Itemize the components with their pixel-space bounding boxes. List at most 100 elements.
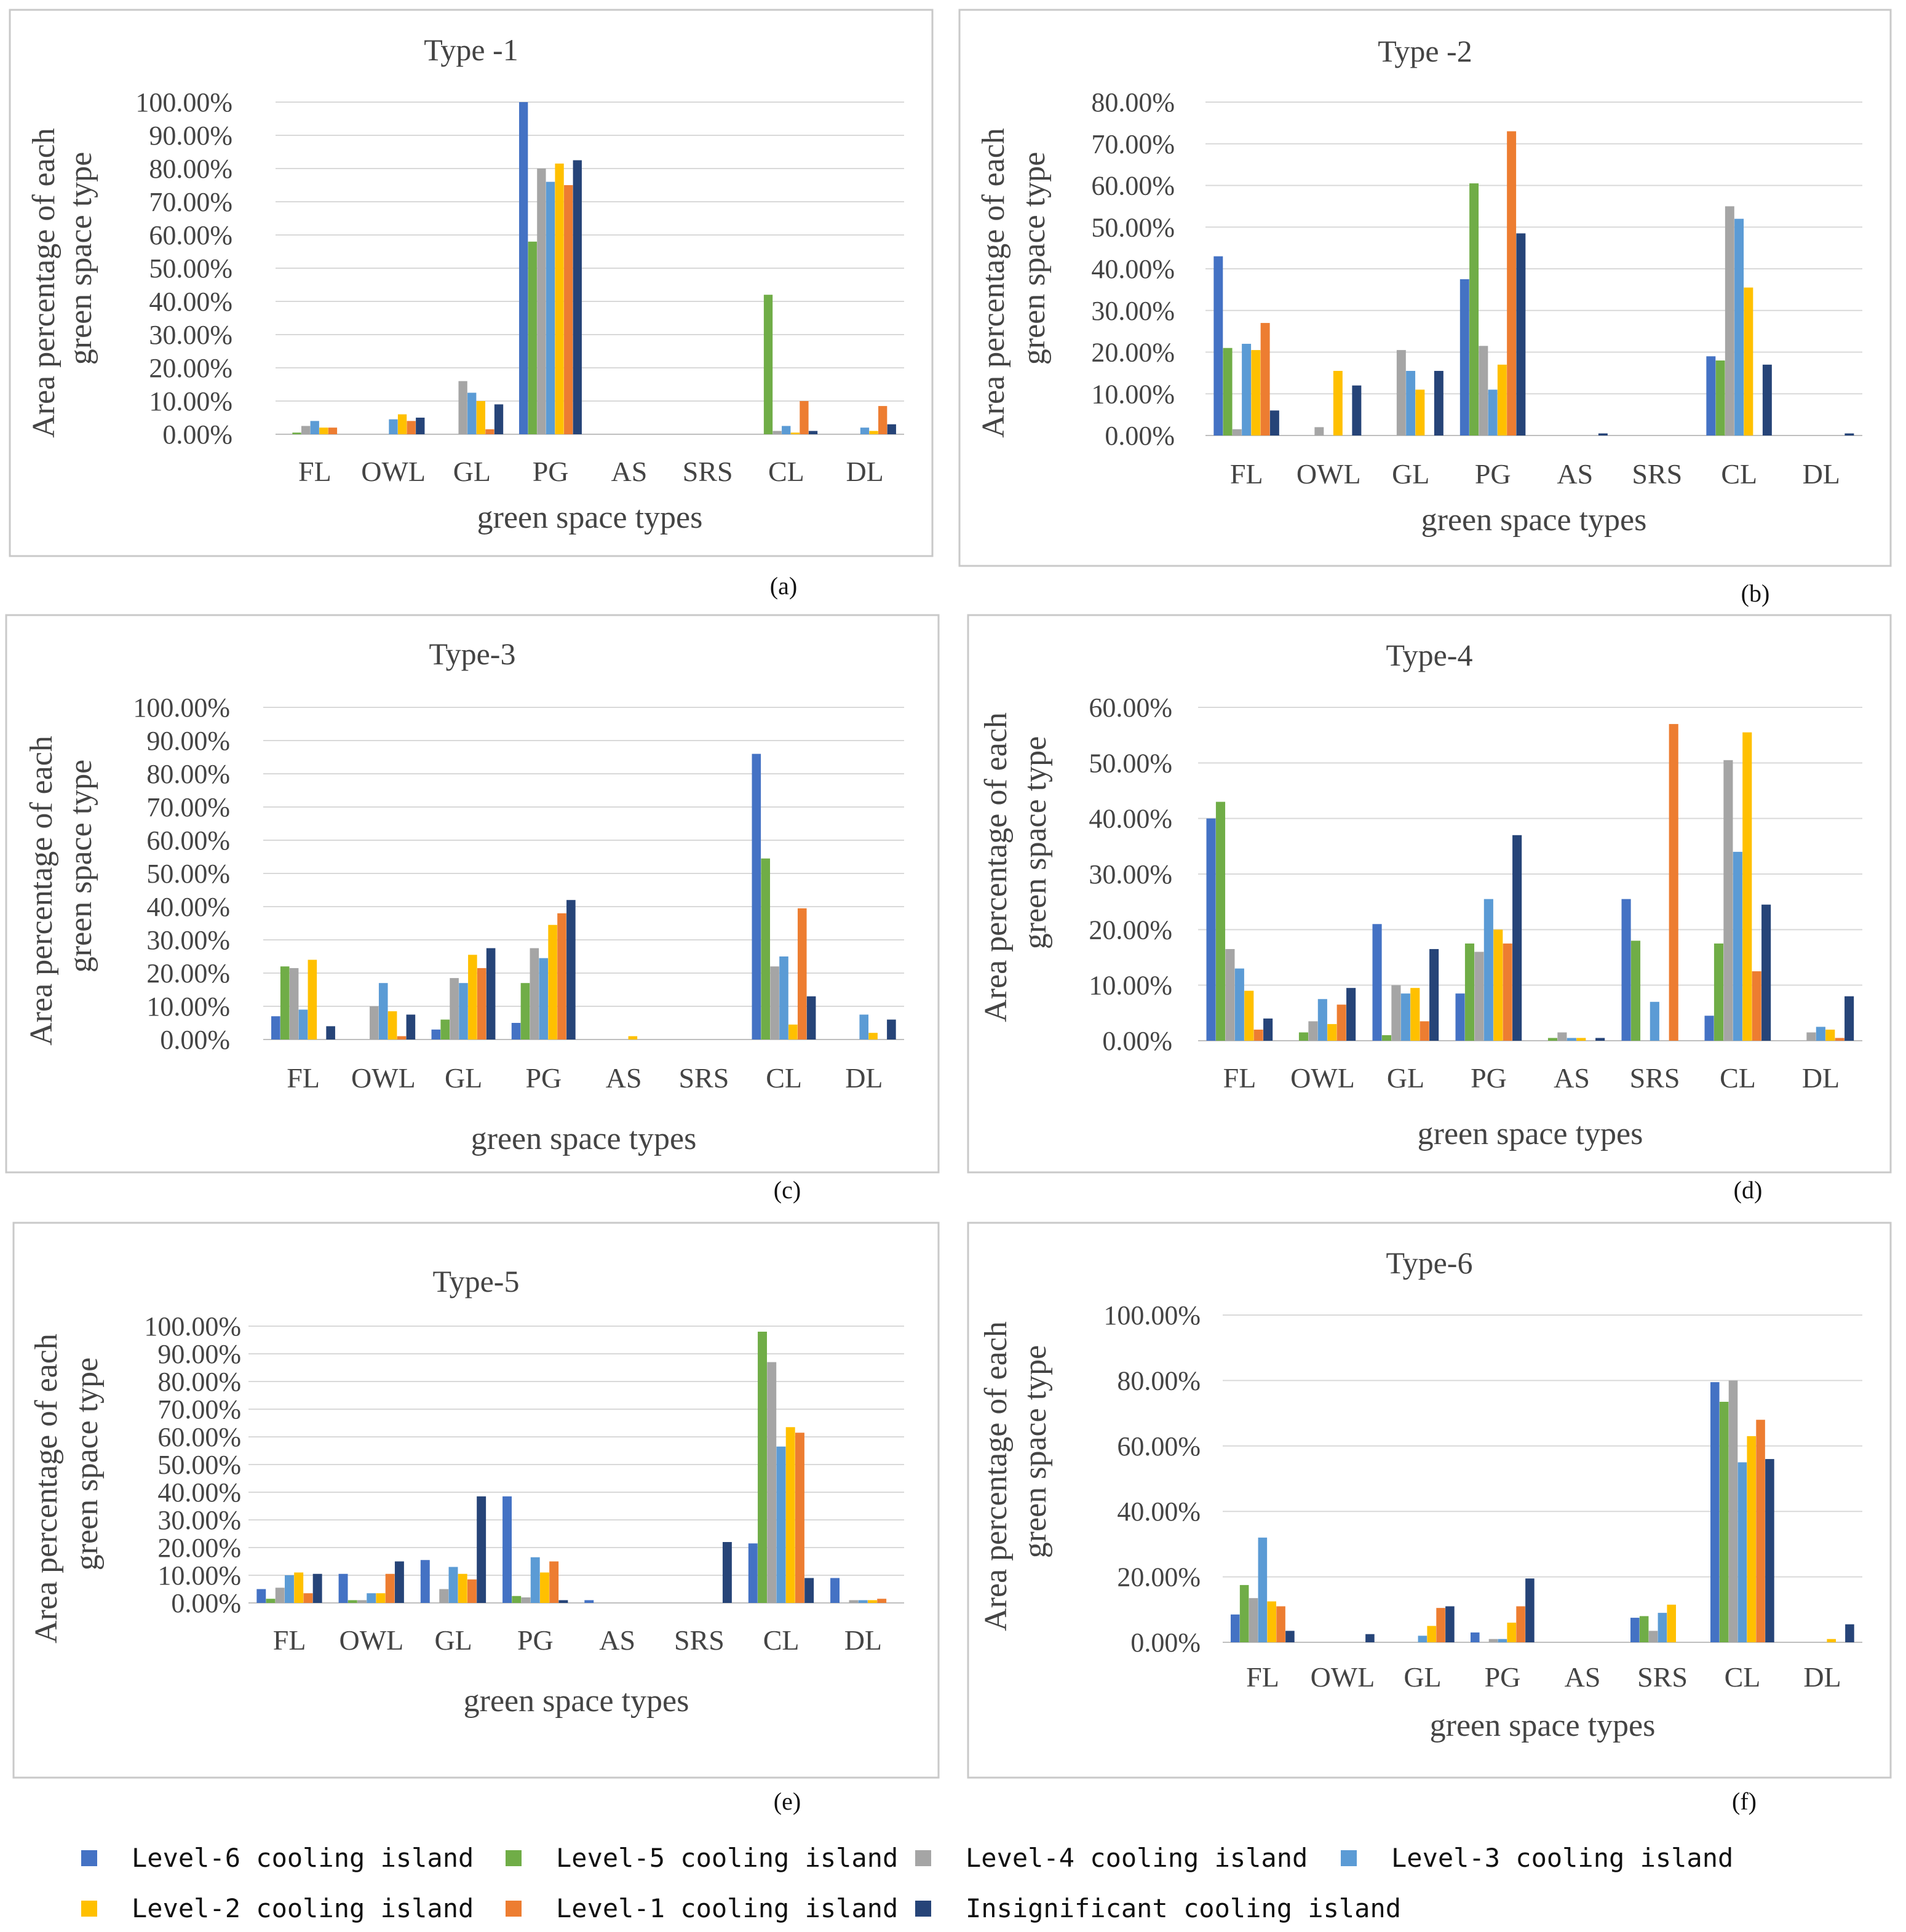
bar-cl-s7 (808, 431, 818, 434)
bar-cl-s7 (806, 996, 816, 1040)
legend-label-level-1: Level-1 cooling island (556, 1893, 899, 1923)
legend-item-level-1: Level-1 cooling island (506, 1893, 898, 1923)
y-tick-label: 20.00% (149, 353, 232, 383)
legend-label-level-4: Level-4 cooling island (966, 1843, 1308, 1873)
y-axis-label-line1: Area percentage of each (24, 736, 59, 1046)
bar-fl-s3 (289, 968, 299, 1040)
bar-cl-s4 (1734, 218, 1744, 435)
y-tick-label: 40.00% (157, 1477, 241, 1508)
bar-gl-s4 (1406, 370, 1416, 435)
x-tick-label: SRS (1630, 1062, 1680, 1094)
bar-owl-s2 (1298, 1032, 1309, 1041)
bar-cl-s6 (800, 401, 809, 434)
x-tick-label: DL (1803, 1661, 1841, 1693)
x-tick-label: OWL (340, 1624, 404, 1656)
bar-pg-s5 (539, 1572, 549, 1603)
bar-cl-s4 (1737, 1462, 1747, 1642)
y-tick-label: 30.00% (157, 1505, 241, 1535)
y-tick-label: 80.00% (149, 154, 232, 184)
bar-pg-s4 (539, 958, 549, 1040)
x-tick-label: AS (1557, 458, 1593, 490)
bar-pg-s2 (1464, 943, 1475, 1041)
bar-gl-s5 (1427, 1626, 1436, 1642)
y-tick-label: 40.00% (146, 892, 230, 922)
y-tick-label: 20.00% (1089, 915, 1172, 945)
bar-fl-s5 (1244, 990, 1254, 1041)
y-axis-label-line2: green space type (69, 1358, 105, 1570)
bar-gl-s1 (1372, 924, 1382, 1041)
bar-pg-s3 (537, 169, 546, 434)
bar-pg-s7 (558, 1600, 568, 1603)
bar-fl-s2 (1223, 348, 1233, 435)
bar-owl-s7 (394, 1561, 404, 1603)
y-tick-label: 100.00% (1103, 1300, 1201, 1330)
bar-dl-s5 (869, 431, 878, 434)
bar-cl-s7 (804, 1578, 814, 1603)
y-tick-label: 60.00% (146, 825, 230, 856)
y-tick-label: 20.00% (1117, 1562, 1201, 1592)
x-tick-label: OWL (1290, 1062, 1355, 1094)
bar-pg-s2 (528, 241, 537, 434)
x-tick-label: SRS (674, 1624, 725, 1656)
bar-dl-s4 (859, 1014, 869, 1040)
x-tick-label: DL (1803, 458, 1840, 490)
bar-dl-s5 (868, 1033, 878, 1040)
bar-pg-s3 (1474, 952, 1484, 1041)
chart-title: Type-5 (433, 1264, 520, 1298)
x-tick-label: FL (1246, 1661, 1279, 1693)
bar-owl-s4 (367, 1593, 376, 1603)
legend-label-level-3: Level-3 cooling island (1391, 1843, 1734, 1873)
bar-gl-s4 (1400, 993, 1410, 1041)
bar-gl-s6 (1436, 1608, 1445, 1642)
legend-swatch-level-1 (506, 1900, 522, 1917)
bar-pg-s4 (1488, 389, 1498, 435)
bar-fl-s5 (1251, 350, 1261, 435)
y-tick-label: 40.00% (149, 287, 232, 317)
bar-fl-s4 (285, 1575, 294, 1603)
bar-srs-s5 (1667, 1604, 1676, 1642)
bar-gl-s7 (494, 404, 504, 434)
bar-pg-s2 (1469, 183, 1479, 435)
x-tick-label: CL (766, 1062, 802, 1094)
panel-label: (d) (1734, 1176, 1763, 1204)
y-tick-label: 40.00% (1089, 804, 1172, 834)
y-tick-label: 50.00% (157, 1450, 241, 1480)
bar-fl-s5 (1267, 1601, 1276, 1642)
bar-fl-s1 (256, 1589, 266, 1603)
bar-gl-s2 (440, 1019, 450, 1040)
bar-owl-s7 (1346, 988, 1356, 1041)
x-axis-label: green space types (1418, 1116, 1643, 1151)
bar-gl-s4 (1418, 1636, 1428, 1642)
bar-fl-s4 (298, 1009, 308, 1040)
chart-title: Type-3 (429, 637, 516, 671)
chart-panel-4: Type-4 0.00% 10.00% 20.00% 30.00% 40.00% 50.00… (967, 614, 1892, 1204)
bar-cl-s2 (761, 858, 770, 1040)
bar-pg-s7 (1512, 835, 1522, 1041)
bar-cl-s2 (1719, 1401, 1729, 1642)
bar-owl-s7 (1352, 385, 1362, 435)
bar-gl-s7 (1434, 370, 1443, 435)
bar-cl-s7 (1762, 364, 1772, 435)
panel-label: (e) (774, 1787, 801, 1815)
y-tick-label: 0.00% (1130, 1628, 1201, 1658)
bar-owl-s5 (376, 1593, 386, 1603)
bar-dl-s7 (1844, 996, 1854, 1041)
bar-fl-s3 (1232, 429, 1242, 435)
legend-item-level-4: Level-4 cooling island (915, 1843, 1308, 1873)
x-tick-label: GL (453, 456, 491, 487)
y-tick-label: 100.00% (144, 1311, 241, 1342)
bar-pg-s6 (1516, 1606, 1525, 1642)
y-axis-label-line1: Area percentage of each (979, 712, 1014, 1022)
x-tick-label: FL (273, 1624, 306, 1656)
bar-dl-s4 (860, 427, 870, 434)
bar-fl-s1 (1213, 256, 1223, 435)
legend-item-level-6: Level-6 cooling island (81, 1843, 474, 1873)
bar-srs-s2 (1630, 940, 1641, 1041)
bar-fl-s4 (310, 421, 319, 434)
bar-gl-s5 (1415, 389, 1425, 435)
legend-label-level-5: Level-5 cooling island (556, 1843, 899, 1873)
bar-fl-s7 (1285, 1631, 1295, 1642)
bar-gl-s1 (431, 1029, 441, 1040)
y-axis-label-line1: Area percentage of each (976, 128, 1011, 438)
bar-srs-s1 (1621, 899, 1631, 1041)
